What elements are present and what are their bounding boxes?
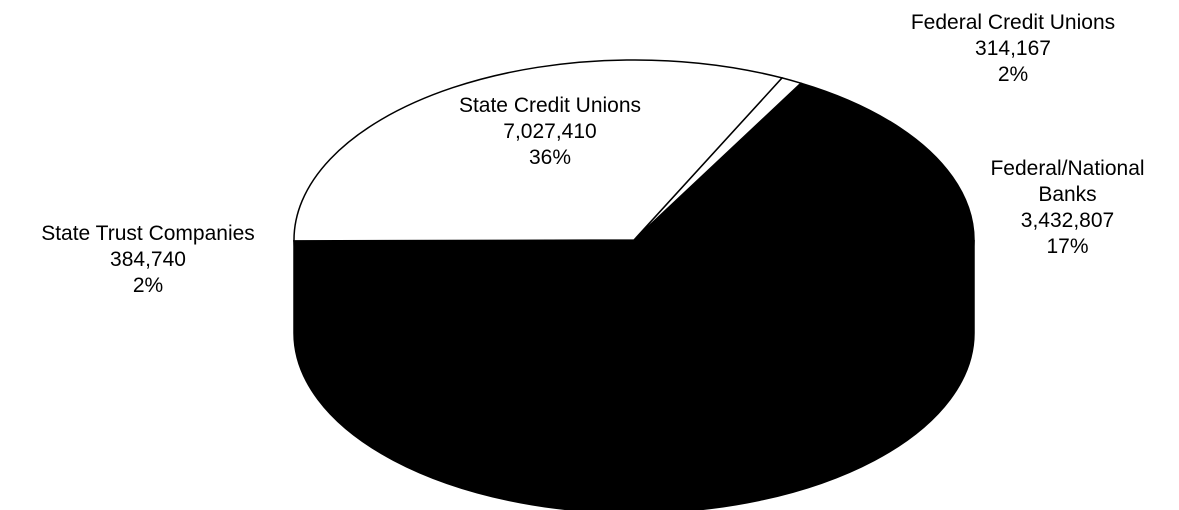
label-state-credit-unions-percent: 36% (528, 146, 572, 169)
label-federal-national-banks-value: 3,432,807 (1020, 209, 1115, 232)
label-state-credit-unions-value: 7,027,410 (503, 120, 597, 143)
label-state-credit-unions: State Credit Unions 7,027,410 36% (420, 93, 680, 171)
label-state-trust-companies: State Trust Companies 384,740 2% (2, 221, 294, 299)
label-federal-credit-unions: Federal Credit Unions 314,167 2% (858, 10, 1168, 88)
pie-slice-dark (293, 82, 975, 421)
pie-slice-state-credit-unions (293, 59, 784, 242)
label-federal-national-banks-name-1: Federal/National (990, 157, 1145, 180)
label-federal-national-banks-percent: 17% (1046, 235, 1089, 258)
label-federal-credit-unions-percent: 2% (997, 63, 1029, 86)
label-state-credit-unions-name: State Credit Unions (458, 94, 642, 117)
label-federal-credit-unions-name: Federal Credit Unions (910, 11, 1116, 34)
label-state-trust-companies-percent: 2% (132, 274, 164, 297)
label-federal-national-banks: Federal/National Banks 3,432,807 17% (960, 156, 1175, 260)
label-state-trust-companies-value: 384,740 (110, 248, 186, 271)
label-state-trust-companies-name: State Trust Companies (41, 222, 255, 245)
label-federal-credit-unions-value: 314,167 (975, 37, 1051, 60)
label-federal-national-banks-name-2: Banks (1038, 183, 1097, 206)
